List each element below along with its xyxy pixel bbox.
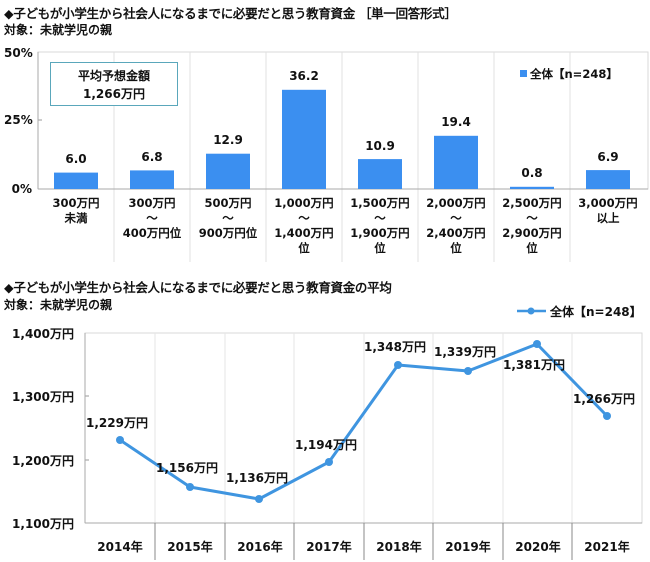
bar-value-label: 19.4 — [441, 115, 471, 129]
line-chart-title: ◆子どもが小学生から社会人になるまでに必要だと思う教育資金の平均 — [4, 280, 392, 295]
average-amount-box: 平均予想金額 1,266万円 — [50, 62, 178, 106]
bar-chart-subtitle: 対象：未就学児の親 — [4, 23, 113, 37]
data-point — [255, 495, 263, 503]
point-label: 1,348万円 — [364, 340, 426, 354]
point-label: 1,194万円 — [295, 438, 357, 452]
line-chart-legend: 全体【n=248】 — [550, 305, 642, 319]
data-point — [533, 340, 541, 348]
data-point — [325, 458, 333, 466]
data-point — [464, 367, 472, 375]
point-label: 1,266万円 — [573, 392, 635, 406]
bar — [282, 89, 326, 189]
y-tick-label: 1,200万円 — [12, 454, 74, 468]
line-chart-subtitle: 対象：未就学児の親 — [4, 298, 113, 312]
bar-value-label: 6.0 — [65, 152, 87, 166]
data-point — [603, 412, 611, 420]
average-value: 1,266万円 — [83, 87, 145, 101]
category-label: 500万円～ 900万円位 — [198, 196, 258, 240]
point-label: 1,229万円 — [86, 416, 148, 430]
bar — [586, 170, 630, 189]
bar-value-label: 0.8 — [521, 166, 543, 180]
x-tick-label: 2021年 — [584, 540, 630, 554]
x-tick-label: 2018年 — [376, 540, 422, 554]
data-point — [186, 483, 194, 491]
category-label: 300万円 未満 — [52, 196, 100, 225]
point-label: 1,381万円 — [503, 358, 565, 372]
category-label: 1,000万円～ 1,400万円位 — [274, 196, 334, 255]
average-label: 平均予想金額 — [77, 69, 150, 83]
bar-chart-legend: 全体【n=248】 — [520, 66, 618, 82]
bar-value-label: 6.9 — [597, 150, 619, 164]
bar — [130, 170, 174, 189]
point-label: 1,136万円 — [226, 471, 288, 485]
category-label: 1,500万円～ 1,900万円位 — [350, 196, 410, 255]
y-tick-label: 50% — [4, 46, 33, 60]
bar-value-label: 10.9 — [365, 139, 395, 153]
x-tick-label: 2017年 — [306, 540, 352, 554]
data-point — [394, 361, 402, 369]
bar-series — [54, 89, 630, 189]
category-label: 2,000万円～ 2,400万円位 — [426, 196, 486, 255]
x-tick-label: 2014年 — [97, 540, 143, 554]
point-label: 1,156万円 — [156, 461, 218, 475]
line-legend-marker-icon — [517, 307, 546, 315]
bar — [434, 135, 478, 189]
legend-square-icon — [520, 70, 527, 77]
y-tick-label: 1,100万円 — [12, 517, 74, 531]
bar — [54, 172, 98, 189]
bar-value-label: 6.8 — [141, 150, 163, 164]
x-tick-label: 2016年 — [237, 540, 283, 554]
bar-value-label: 36.2 — [289, 69, 319, 83]
bar-value-label: 12.9 — [213, 133, 243, 147]
line-series — [116, 340, 611, 503]
line-chart-grid — [84, 332, 643, 560]
x-tick-label: 2015年 — [167, 540, 213, 554]
x-tick-label: 2019年 — [445, 540, 491, 554]
y-tick-label: 25% — [4, 113, 33, 127]
bar — [358, 159, 402, 189]
category-label: 3,000万円 以上 — [578, 196, 638, 225]
data-point — [116, 436, 124, 444]
y-tick-label: 1,300万円 — [12, 390, 74, 404]
x-tick-label: 2020年 — [515, 540, 561, 554]
bar-chart-title: ◆子どもが小学生から社会人になるまでに必要だと思う教育資金 ［単一回答形式］ — [4, 6, 457, 21]
legend-label: 全体【n=248】 — [530, 67, 618, 81]
bar — [510, 186, 554, 189]
y-tick-label: 1,400万円 — [12, 327, 74, 341]
bar — [206, 153, 250, 189]
category-label: 2,500万円～ 2,900万円位 — [502, 196, 562, 255]
y-tick-label: 0% — [11, 182, 32, 196]
category-label: 300万円～ 400万円位 — [122, 196, 182, 240]
point-label: 1,339万円 — [434, 345, 496, 359]
